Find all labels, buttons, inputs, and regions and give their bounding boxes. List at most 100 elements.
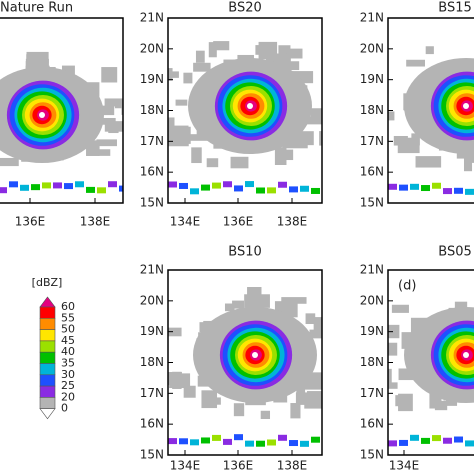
echo-cell <box>234 434 243 441</box>
echo-cell <box>104 121 123 132</box>
x-tick-label: 136E <box>223 215 254 229</box>
echo-cell <box>245 181 254 188</box>
echo-cell <box>26 51 49 63</box>
y-tick-label: 15N <box>140 196 164 210</box>
x-tick-label: 134E <box>170 215 201 229</box>
map-panel <box>168 287 357 447</box>
colorbar-under <box>39 408 56 420</box>
x-tick-label: 134E <box>389 459 420 473</box>
echo-cell <box>334 323 346 331</box>
map-panel <box>168 41 357 195</box>
echo-cell <box>99 117 116 125</box>
echo-cell <box>391 304 409 313</box>
y-tick-label: 19N <box>140 324 164 338</box>
echo-cell <box>86 186 95 193</box>
echo-cell <box>201 184 210 191</box>
eye <box>463 103 469 109</box>
echo-cell <box>179 182 188 189</box>
echo-cell <box>463 154 473 172</box>
x-tick-label: 134E <box>170 459 201 473</box>
echo-cell <box>97 187 106 194</box>
echo-cell <box>286 48 303 59</box>
echo-cell <box>224 303 235 312</box>
echo-cell <box>410 183 419 190</box>
echo-cell <box>168 68 173 81</box>
echo-cell <box>411 133 420 146</box>
colorbar-label: 30 <box>61 368 75 381</box>
echo-cell <box>388 440 397 447</box>
echo-cell <box>53 182 62 189</box>
echo-cell <box>281 297 307 304</box>
echo-cell <box>388 382 398 389</box>
y-tick-label: 15N <box>360 448 384 462</box>
x-tick-label: 138E <box>80 215 111 229</box>
y-tick-label: 18N <box>360 355 384 369</box>
echo-cell <box>290 403 301 419</box>
echo-cell <box>20 184 29 191</box>
echo-cell <box>388 324 400 339</box>
echo-cell <box>278 45 291 54</box>
y-tick-label: 16N <box>140 417 164 431</box>
echo-cell <box>255 45 271 55</box>
y-tick-label: 20N <box>360 293 384 307</box>
y-tick-label: 19N <box>140 72 164 86</box>
colorbar-label: 60 <box>61 300 75 313</box>
colorbar-label: 50 <box>61 323 75 336</box>
echo-cell <box>311 187 320 194</box>
echo-cell <box>190 188 199 195</box>
map-panel <box>388 46 474 195</box>
echo-cell <box>206 158 219 168</box>
y-tick-label: 21N <box>360 11 384 25</box>
eye <box>39 112 45 118</box>
echo-cell <box>260 410 271 420</box>
map-panel <box>0 51 123 194</box>
echo-cell <box>223 438 232 445</box>
echo-cell <box>335 369 357 383</box>
y-tick-label: 19N <box>360 72 384 86</box>
echo-cell <box>399 439 408 446</box>
echo-cell <box>168 71 179 78</box>
panel-title: Nature Run <box>0 1 73 16</box>
echo-cell <box>233 403 245 417</box>
y-tick-label: 21N <box>140 11 164 25</box>
echo-cell <box>223 181 232 188</box>
y-tick-label: 20N <box>140 293 164 307</box>
echo-cell <box>406 59 425 67</box>
echo-cell <box>399 184 408 191</box>
echo-cell <box>432 182 441 189</box>
echo-cell <box>313 317 322 335</box>
echo-cell <box>230 156 249 169</box>
echo-cell <box>26 54 37 72</box>
echo-cell <box>327 337 344 355</box>
x-tick-label: 138E <box>277 215 308 229</box>
echo-cell <box>179 438 188 445</box>
colorbar-segment <box>39 397 56 409</box>
y-tick-label: 20N <box>140 41 164 55</box>
echo-cell <box>201 390 218 409</box>
echo-cell <box>305 313 316 325</box>
echo-cell <box>114 99 123 109</box>
eye <box>463 352 469 358</box>
echo-cell <box>169 373 191 389</box>
echo-cell <box>289 440 298 447</box>
echo-cell <box>267 187 276 194</box>
echo-cell <box>336 103 357 110</box>
echo-cell <box>278 61 300 71</box>
colorbar-segment <box>39 317 56 330</box>
panel-label: (d) <box>398 279 416 294</box>
y-tick-label: 16N <box>360 417 384 431</box>
echo-cell <box>443 437 452 444</box>
echo-cell <box>410 434 419 441</box>
y-tick-label: 16N <box>140 165 164 179</box>
y-tick-label: 18N <box>140 355 164 369</box>
echo-cell <box>454 301 468 311</box>
echo-cell <box>311 436 320 443</box>
panel-title: BS20 <box>228 1 261 16</box>
echo-cell <box>319 131 322 146</box>
colorbar-segment <box>39 374 56 387</box>
panel-title: BS10 <box>228 245 261 260</box>
y-tick-label: 16N <box>360 165 384 179</box>
echo-cell <box>256 440 265 447</box>
echo-cell <box>168 438 177 445</box>
